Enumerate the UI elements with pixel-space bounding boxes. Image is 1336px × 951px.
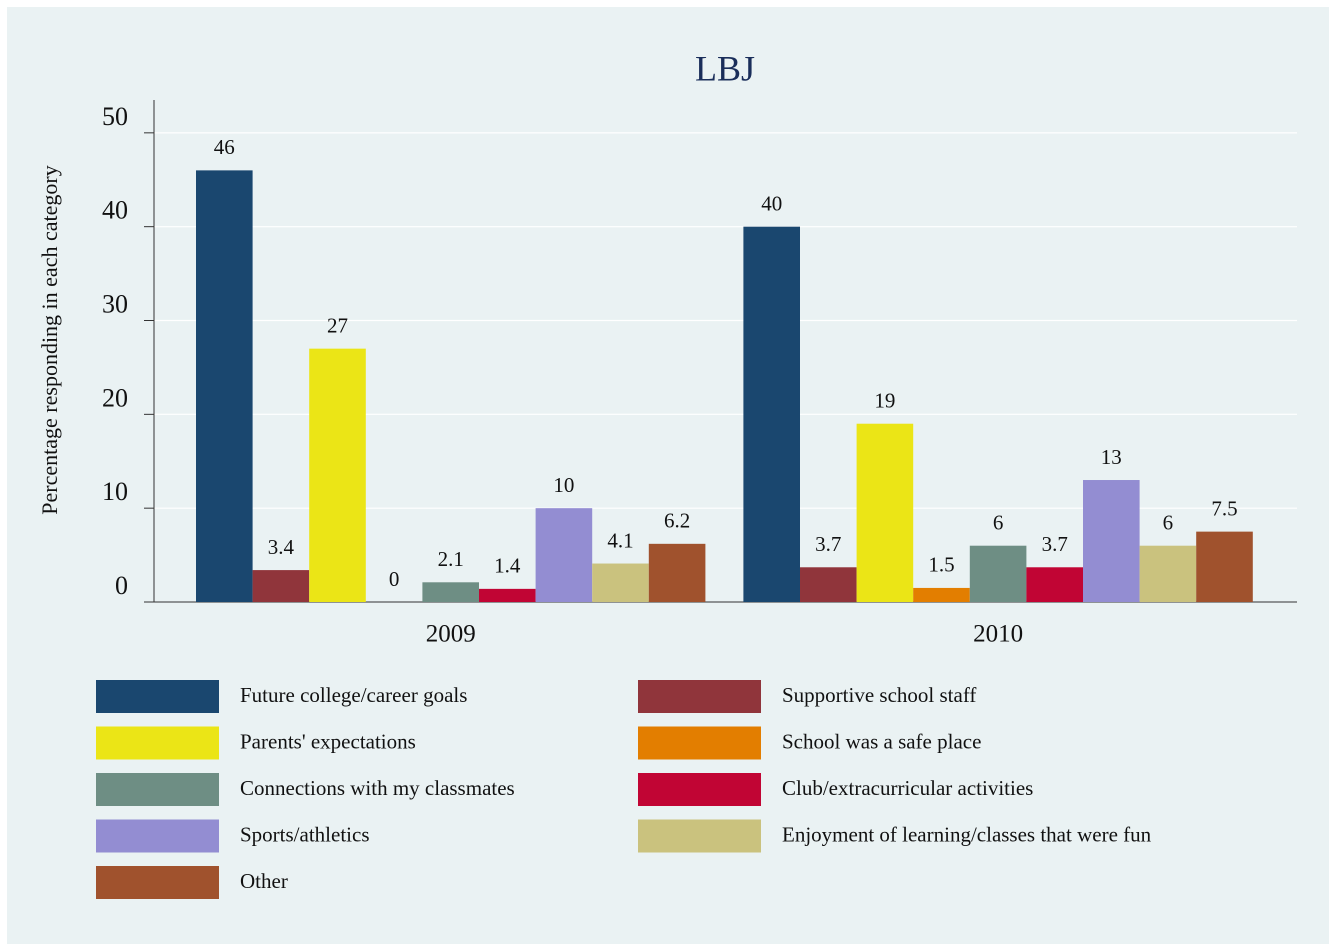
data-label: 1.4: [494, 554, 521, 578]
data-label: 40: [761, 191, 782, 215]
data-label: 4.1: [607, 528, 633, 552]
legend-label: Parents' expectations: [240, 729, 416, 753]
data-label: 1.5: [928, 553, 954, 577]
bar: [969, 545, 1027, 602]
bar: [535, 508, 593, 602]
legend-swatch: [638, 819, 761, 853]
legend-label: Future college/career goals: [240, 683, 467, 707]
legend-label: Other: [240, 869, 288, 893]
bar: [252, 570, 310, 602]
data-label: 13: [1101, 445, 1122, 469]
legend-swatch: [96, 680, 219, 713]
legend-swatch: [638, 726, 761, 760]
legend-label: Sports/athletics: [240, 822, 370, 846]
legend-label: Connections with my classmates: [240, 776, 515, 800]
bar: [648, 543, 706, 602]
data-label: 6: [993, 511, 1004, 535]
data-label: 3.7: [815, 532, 841, 556]
data-label: 3.4: [268, 535, 295, 559]
data-label: 10: [553, 473, 574, 497]
bar: [422, 582, 479, 602]
y-tick-label: 10: [102, 477, 128, 506]
legend-swatch: [96, 866, 219, 899]
y-axis-label: Percentage responding in each category: [37, 165, 62, 514]
legend-swatch: [96, 819, 219, 853]
legend-swatch: [638, 680, 761, 713]
data-label: 46: [214, 135, 235, 159]
bar: [196, 170, 253, 602]
y-tick-label: 40: [102, 196, 128, 225]
data-label: 7.5: [1211, 496, 1237, 520]
bar: [1026, 567, 1083, 602]
legend-label: Club/extracurricular activities: [782, 776, 1033, 800]
bar: [1139, 545, 1197, 602]
legend-label: School was a safe place: [782, 729, 981, 753]
data-label: 6.2: [664, 509, 690, 533]
legend-label: Enjoyment of learning/classes that were …: [782, 822, 1152, 846]
legend-swatch: [96, 773, 219, 806]
bar: [800, 567, 857, 602]
bar: [856, 423, 914, 602]
y-tick-label: 30: [102, 289, 128, 318]
legend-swatch: [96, 726, 219, 760]
bar: [309, 348, 366, 602]
y-tick-label: 0: [115, 571, 128, 600]
data-label: 27: [327, 313, 348, 337]
bar: [913, 587, 970, 602]
y-tick-label: 50: [102, 102, 128, 131]
legend-label: Supportive school staff: [782, 683, 976, 707]
chart-title: LBJ: [695, 48, 755, 88]
bar: [1083, 480, 1140, 602]
data-label: 2.1: [438, 547, 464, 571]
legend-swatch: [638, 773, 761, 806]
data-label: 0: [389, 567, 400, 591]
x-tick-label: 2009: [426, 621, 476, 648]
y-tick-label: 20: [102, 383, 128, 412]
x-tick-label: 2010: [973, 621, 1023, 648]
data-label: 19: [874, 389, 895, 413]
bar: [479, 588, 536, 602]
bar: [1196, 531, 1253, 602]
data-label: 3.7: [1042, 532, 1068, 556]
bar: [743, 226, 800, 602]
bar: [592, 563, 649, 602]
data-label: 6: [1163, 511, 1174, 535]
